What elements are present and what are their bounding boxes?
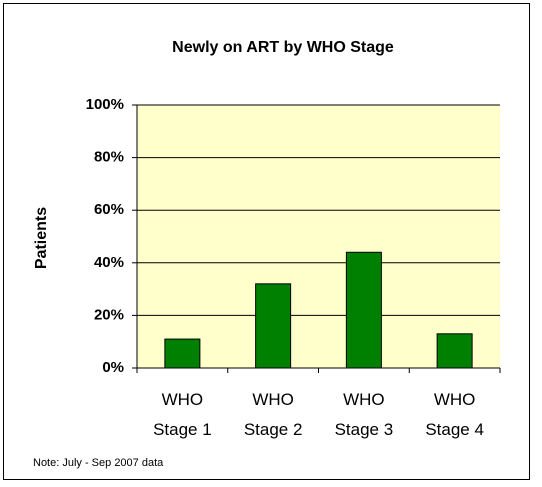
y-tick-label: 60%: [94, 201, 124, 218]
bar: [255, 283, 292, 369]
bar: [436, 333, 473, 369]
x-tick-label: WHO Stage 4: [425, 390, 484, 439]
y-tick-label: 20%: [94, 306, 124, 323]
x-tick-label: WHO Stage 2: [243, 390, 303, 439]
y-tick-label: 80%: [94, 149, 124, 166]
bar: [345, 251, 382, 369]
x-tick-label: WHO Stage 3: [334, 390, 394, 439]
bar: [164, 338, 201, 369]
chart-title: Newly on ART by WHO Stage: [172, 39, 394, 56]
plot-area: [137, 105, 500, 368]
y-tick-label: 40%: [94, 254, 124, 271]
y-tick-label: 0%: [102, 359, 124, 376]
y-axis-label: Patients: [33, 207, 50, 269]
x-tick-label: WHO Stage 1: [153, 390, 212, 439]
note: Note: July - Sep 2007 data: [33, 457, 164, 469]
y-tick-label: 100%: [86, 96, 124, 113]
